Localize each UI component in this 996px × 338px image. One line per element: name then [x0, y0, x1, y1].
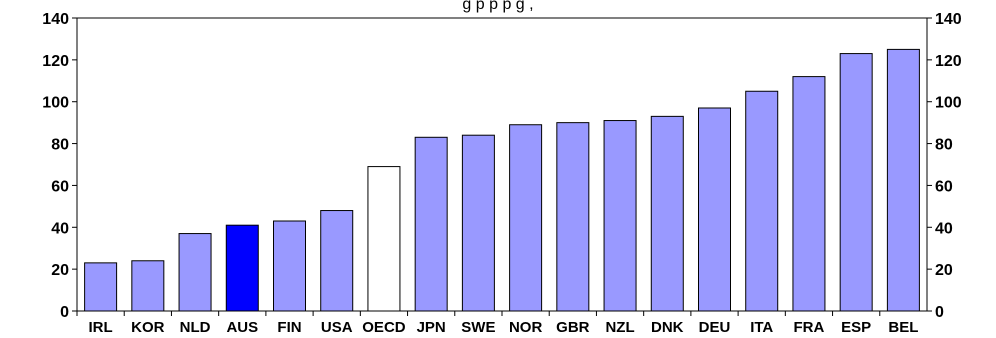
bar-nor — [509, 124, 543, 312]
bar-oecd — [367, 166, 401, 312]
right-tick-label: 0 — [935, 304, 944, 321]
bar-irl — [84, 262, 118, 312]
category-label-kor: KOR — [131, 319, 165, 336]
bar-esp — [839, 53, 873, 312]
bar-jpn — [414, 136, 448, 312]
category-label-oecd: OECD — [362, 319, 406, 336]
bar-deu — [698, 107, 731, 312]
right-tick-label: 80 — [935, 137, 953, 154]
left-tick-label: 100 — [42, 95, 69, 112]
category-label-irl: IRL — [89, 319, 113, 336]
bar-fin — [273, 220, 306, 312]
bar-kor — [131, 260, 165, 312]
left-tick-label: 0 — [60, 304, 69, 321]
bar-dnk — [650, 115, 684, 312]
right-tick-label: 20 — [935, 262, 953, 279]
category-label-fra: FRA — [794, 319, 825, 336]
category-label-nzl: NZL — [605, 319, 634, 336]
category-label-ita: ITA — [750, 319, 773, 336]
right-tick-label: 140 — [935, 11, 962, 28]
left-tick-label: 140 — [42, 11, 69, 28]
chart-title-fragment: g p p p g , — [462, 0, 533, 13]
left-tick-label: 60 — [51, 178, 69, 195]
bar-aus — [225, 224, 259, 312]
left-axis: 0 20 40 60 80 100 120 140 — [42, 11, 77, 321]
bar-fra — [792, 76, 826, 312]
bar-swe — [461, 134, 495, 312]
right-tick-label: 100 — [935, 95, 962, 112]
left-tick-label: 20 — [51, 262, 69, 279]
right-tick-label: 60 — [935, 178, 953, 195]
category-label-dnk: DNK — [651, 319, 684, 336]
category-label-aus: AUS — [226, 319, 258, 336]
left-tick-label: 120 — [42, 53, 69, 70]
left-tick-label: 40 — [51, 220, 69, 237]
right-axis: 0 20 40 60 80 100 120 140 — [927, 11, 962, 321]
right-tick-label: 40 — [935, 220, 953, 237]
category-label-bel: BEL — [888, 319, 918, 336]
bars-group — [84, 48, 920, 312]
category-axis: IRL KOR NLD AUS FIN USA OECD JPN SWE NOR GBR NZL DNK… — [76, 311, 918, 336]
bar-usa — [320, 210, 354, 312]
category-label-nld: NLD — [180, 319, 211, 336]
bar-nld — [178, 233, 212, 312]
bar-ita — [745, 90, 779, 312]
category-label-esp: ESP — [841, 319, 871, 336]
left-tick-label: 80 — [51, 137, 69, 154]
category-label-fin: FIN — [277, 319, 301, 336]
category-label-jpn: JPN — [417, 319, 446, 336]
category-label-gbr: GBR — [556, 319, 590, 336]
bar-gbr — [556, 122, 590, 312]
category-label-nor: NOR — [509, 319, 543, 336]
bar-bel — [886, 48, 920, 312]
right-tick-label: 120 — [935, 53, 962, 70]
category-label-usa: USA — [321, 319, 353, 336]
category-label-swe: SWE — [461, 319, 495, 336]
category-label-deu: DEU — [699, 319, 731, 336]
bar-nzl — [603, 120, 637, 312]
